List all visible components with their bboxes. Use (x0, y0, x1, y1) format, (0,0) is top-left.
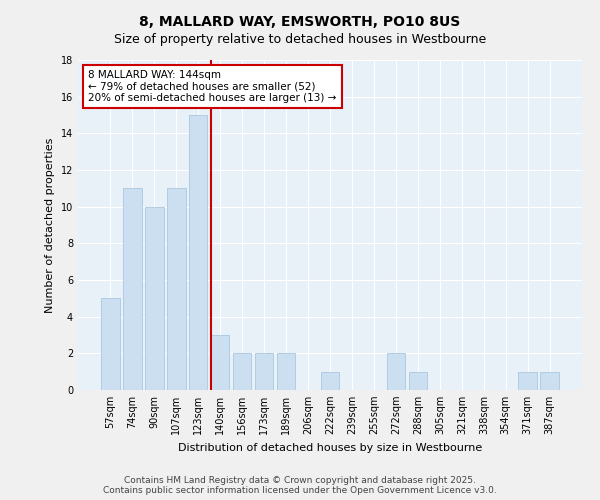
Bar (123, 188, 142, 390)
X-axis label: Distribution of detached houses by size in Westbourne: Distribution of detached houses by size … (178, 442, 482, 452)
Text: 8, MALLARD WAY, EMSWORTH, PO10 8US: 8, MALLARD WAY, EMSWORTH, PO10 8US (139, 15, 461, 29)
Text: Contains HM Land Registry data © Crown copyright and database right 2025.
Contai: Contains HM Land Registry data © Crown c… (103, 476, 497, 495)
Bar (211, 335, 229, 390)
Bar (167, 188, 185, 390)
Bar (255, 354, 274, 390)
Bar (386, 354, 405, 390)
Bar (145, 206, 164, 390)
Bar (277, 354, 295, 390)
Text: 8 MALLARD WAY: 144sqm
← 79% of detached houses are smaller (52)
20% of semi-deta: 8 MALLARD WAY: 144sqm ← 79% of detached … (88, 70, 337, 103)
Bar (233, 354, 251, 390)
Bar (541, 372, 559, 390)
Bar (320, 372, 340, 390)
Bar (189, 115, 208, 390)
Bar (409, 372, 427, 390)
Text: Size of property relative to detached houses in Westbourne: Size of property relative to detached ho… (114, 32, 486, 46)
Y-axis label: Number of detached properties: Number of detached properties (45, 138, 55, 312)
Bar (518, 372, 537, 390)
Bar (101, 298, 119, 390)
